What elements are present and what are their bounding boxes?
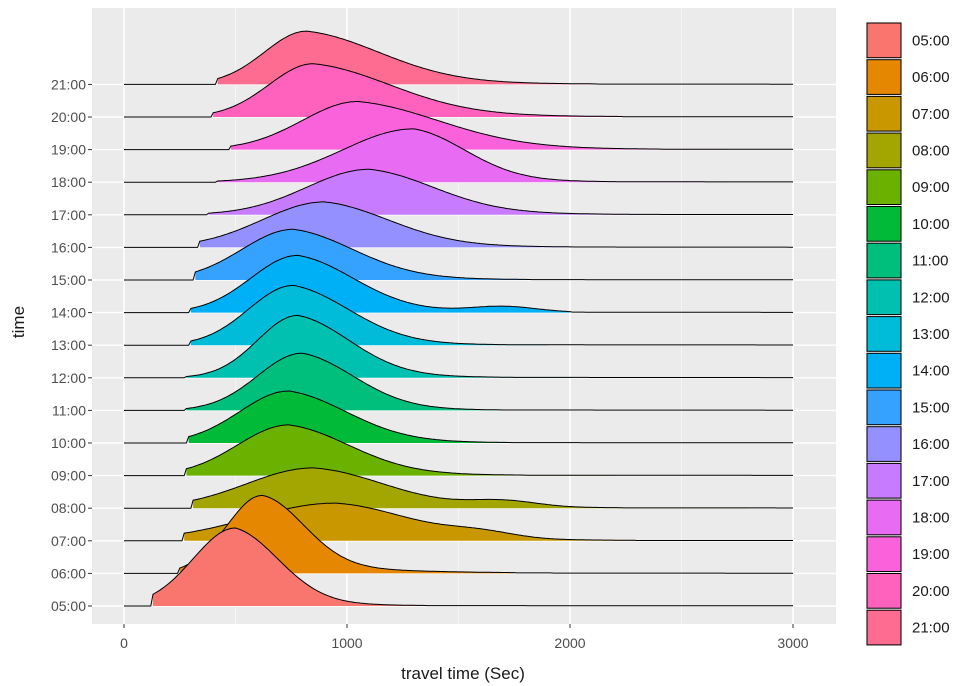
y-tick-label: 12:00 <box>51 370 86 386</box>
ridges-layer <box>124 30 793 607</box>
legend-label: 19:00 <box>912 546 950 563</box>
y-tick-label: 05:00 <box>51 598 86 614</box>
legend-label: 21:00 <box>912 620 950 637</box>
ridge-line-0900 <box>124 424 793 477</box>
legend-swatch-0800 <box>866 132 902 169</box>
ridge-line-1700 <box>124 168 793 216</box>
legend-label: 11:00 <box>912 253 948 270</box>
x-tick-label: 1000 <box>331 635 362 651</box>
y-tick-label: 13:00 <box>51 337 86 353</box>
ridge-fill-2000 <box>213 63 682 117</box>
ridge-line-0600 <box>124 494 793 574</box>
legend-label: 08:00 <box>912 142 950 159</box>
legend-swatch-1500 <box>866 389 902 426</box>
ridge-fill-1800 <box>217 128 727 183</box>
legend-label: 06:00 <box>912 69 950 86</box>
ridge-fill-1900 <box>231 101 727 150</box>
ridge-fill-0700 <box>184 503 727 541</box>
legend-swatch-1900 <box>866 536 902 572</box>
y-tick-label: 17:00 <box>51 207 86 223</box>
legend-label: 07:00 <box>912 106 950 123</box>
ridge-line-1800 <box>124 128 793 183</box>
legend-swatch-2100 <box>866 609 902 646</box>
legend-swatch-0900 <box>866 169 902 206</box>
ridge-line-0500 <box>124 527 793 607</box>
ridge-line-1300 <box>124 284 793 346</box>
legend-swatch-1200 <box>866 279 902 316</box>
ridge-line-1000 <box>124 390 793 444</box>
legend-label: 20:00 <box>912 583 950 600</box>
x-axis: 0 1000 2000 3000 <box>120 624 809 651</box>
y-tick-label: 18:00 <box>51 174 86 190</box>
legend-label: 18:00 <box>912 509 950 526</box>
y-tick-label: 21:00 <box>51 76 86 92</box>
ridge-line-2100 <box>124 30 793 85</box>
y-tick-label: 14:00 <box>51 305 86 321</box>
legend-swatch-2000 <box>866 573 902 609</box>
legend-swatch-0700 <box>866 95 902 132</box>
legend-swatch-1700 <box>866 462 902 499</box>
y-tick-label: 07:00 <box>51 533 86 549</box>
legend: 05:00 06:00 07:00 08:00 09:00 10:00 11:00 12:00… <box>866 22 950 646</box>
legend-label: 16:00 <box>912 436 950 453</box>
ridge-line-0800 <box>124 467 793 509</box>
x-axis-title: travel time (Sec) <box>401 664 525 683</box>
legend-swatch-0500 <box>866 22 902 59</box>
x-tick-label: 0 <box>120 635 128 651</box>
ridge-line-1400 <box>124 254 793 314</box>
legend-label: 05:00 <box>912 32 950 49</box>
ridge-line-1500 <box>124 228 793 281</box>
y-tick-label: 19:00 <box>51 142 86 158</box>
y-axis-title: time <box>9 306 28 338</box>
legend-swatch-0600 <box>866 59 902 95</box>
y-tick-label: 09:00 <box>51 468 86 484</box>
y-tick-label: 06:00 <box>51 565 86 581</box>
legend-swatch-1600 <box>866 426 902 462</box>
y-tick-label: 10:00 <box>51 435 86 451</box>
ridge-line-2000 <box>124 63 793 118</box>
legend-swatch-1100 <box>866 242 902 279</box>
legend-label: 12:00 <box>912 289 950 306</box>
legend-label: 15:00 <box>912 399 950 416</box>
legend-swatch-1300 <box>866 316 902 352</box>
y-tick-label: 16:00 <box>51 239 86 255</box>
y-tick-label: 15:00 <box>51 272 86 288</box>
y-tick-label: 08:00 <box>51 500 86 516</box>
ridge-line-1900 <box>124 101 793 151</box>
ridge-line-1100 <box>124 352 793 411</box>
y-axis: 05:00 06:00 07:00 08:00 09:00 10:00 11:00 12:00… <box>51 76 92 614</box>
y-tick-label: 11:00 <box>52 402 86 418</box>
ridge-fill-0500 <box>152 528 437 606</box>
legend-label: 13:00 <box>912 326 950 343</box>
ridge-fill-0900 <box>186 424 615 476</box>
legend-label: 10:00 <box>912 216 950 233</box>
legend-swatch-1800 <box>866 499 902 536</box>
legend-swatch-1400 <box>866 352 902 389</box>
y-tick-label: 20:00 <box>51 109 86 125</box>
x-tick-label: 3000 <box>777 635 808 651</box>
legend-label: 09:00 <box>912 179 950 196</box>
x-tick-label: 2000 <box>554 635 585 651</box>
legend-swatch-1000 <box>866 206 902 242</box>
legend-label: 14:00 <box>912 363 950 380</box>
ridge-line-1600 <box>124 201 793 248</box>
ridge-line-1200 <box>124 314 793 379</box>
legend-label: 17:00 <box>912 473 950 490</box>
ridge-fill-0800 <box>193 467 749 509</box>
